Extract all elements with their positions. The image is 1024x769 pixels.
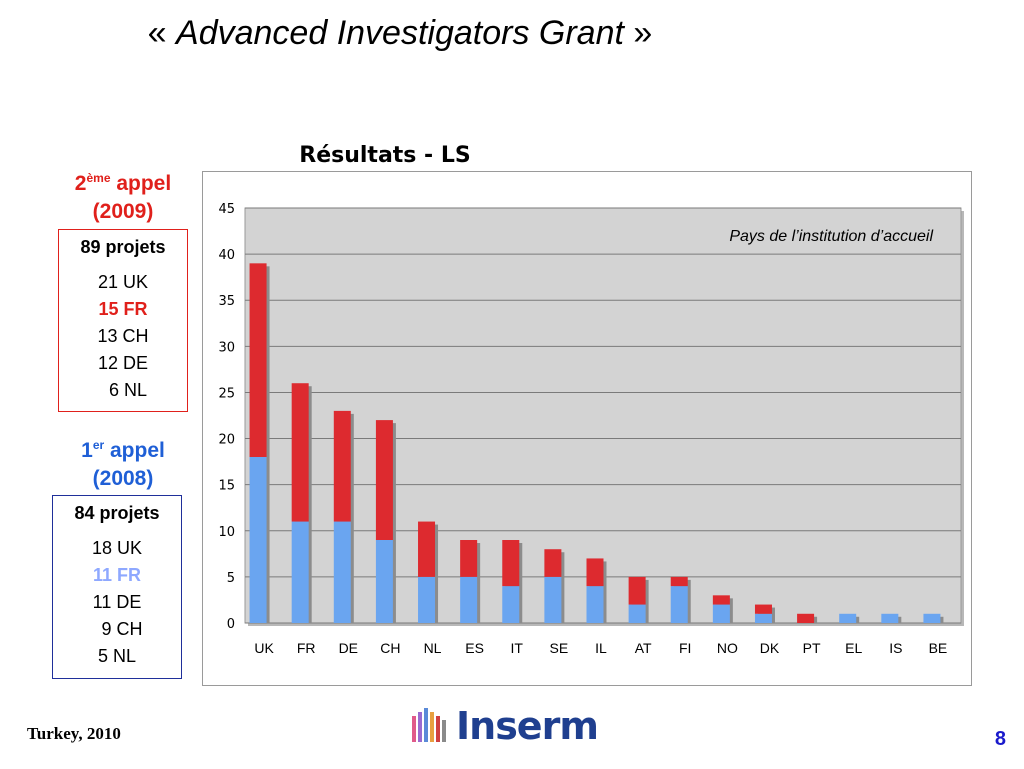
call1-projects: 84 projets xyxy=(74,503,160,523)
x-tick-label: SE xyxy=(550,640,569,656)
bar-segment-dk-0 xyxy=(754,613,772,623)
call2-heading: 2ème appel (2009) xyxy=(52,164,194,226)
bar-segment-se-0 xyxy=(544,576,562,623)
x-tick-label: ES xyxy=(465,640,484,656)
inserm-logo-icon xyxy=(412,708,465,755)
call1-line: 18 UK xyxy=(91,538,143,558)
y-tick-label: 5 xyxy=(227,571,235,586)
call2-line: 12 DE xyxy=(97,353,149,373)
bar-segment-pt-1 xyxy=(797,613,815,623)
page-number: 8 xyxy=(994,728,1006,750)
x-tick-label: CH xyxy=(380,640,400,656)
call2-label: appel xyxy=(110,172,172,195)
x-tick-label: BE xyxy=(929,640,948,656)
call2-year: (2009) xyxy=(92,200,154,223)
x-tick-label: NO xyxy=(717,640,738,656)
bar-segment-es-1 xyxy=(460,540,478,577)
bar-segment-is-0 xyxy=(881,613,899,623)
bar-segment-fr-0 xyxy=(291,521,309,623)
bar-segment-no-1 xyxy=(712,595,730,605)
call1-sup: er xyxy=(92,438,105,452)
title-text: Advanced Investigators Grant xyxy=(176,14,624,52)
x-tick-label: FI xyxy=(679,640,691,656)
y-tick-label: 20 xyxy=(218,433,235,448)
x-tick-label: EL xyxy=(845,640,862,656)
y-tick-label: 40 xyxy=(218,248,235,263)
bar-segment-nl-1 xyxy=(418,521,436,577)
x-tick-label: IS xyxy=(889,640,902,656)
title-open-quote: « xyxy=(147,14,177,52)
x-tick-label: FR xyxy=(297,640,316,656)
call1-line: 5 NL xyxy=(97,646,137,666)
call2-sup: ème xyxy=(86,171,111,185)
call2-line: 21 UK xyxy=(97,272,149,292)
call1-line: 9 CH xyxy=(101,619,143,639)
bar-segment-se-1 xyxy=(544,549,562,577)
call2-projects: 89 projets xyxy=(80,237,166,257)
x-tick-label: DE xyxy=(339,640,358,656)
bar-segment-de-0 xyxy=(333,521,351,623)
bar-chart: 0 5 10 15 20 25 30 35 40 45 UK FR DE CH NL ES IT SE IL AT FI… xyxy=(218,202,964,656)
call1-number: 1 xyxy=(81,439,93,462)
bar-segment-nl-0 xyxy=(418,576,436,623)
call1-heading: 1er appel (2008) xyxy=(52,431,194,493)
bar-segment-de-1 xyxy=(333,410,351,522)
bar-segment-il-0 xyxy=(586,586,604,623)
bar-segment-dk-1 xyxy=(754,604,772,614)
x-tick-label: IL xyxy=(595,640,607,656)
x-tick-label: UK xyxy=(254,640,274,656)
y-tick-label: 15 xyxy=(218,479,235,494)
bar-segment-es-0 xyxy=(460,576,478,623)
call1-label: appel xyxy=(104,439,165,462)
call2-line: 6 NL xyxy=(108,380,148,400)
call1-line: 11 DE xyxy=(92,592,142,612)
title-close-quote: » xyxy=(623,14,653,52)
inserm-logo: Inserm xyxy=(408,704,608,764)
chart-title: Résultats - LS xyxy=(299,143,471,168)
x-tick-label: AT xyxy=(635,640,652,656)
chart-annotation: Pays de l’institution d’accueil xyxy=(729,228,933,245)
bar-segment-fi-1 xyxy=(670,576,688,587)
bar-segment-ch-1 xyxy=(375,420,393,540)
call1-line: 11 FR xyxy=(92,565,142,585)
call1-box: 84 projets 18 UK 11 FR 11 DE 9 CH 5 NL xyxy=(52,495,182,679)
y-tick-label: 0 xyxy=(227,617,235,632)
x-tick-label: PT xyxy=(803,640,821,656)
x-tick-label: DK xyxy=(760,640,780,656)
y-tick-label: 30 xyxy=(218,340,235,355)
call2-line: 15 FR xyxy=(98,299,148,319)
call2-box: 89 projets 21 UK 15 FR 13 CH 12 DE 6 NL xyxy=(58,229,188,412)
call1-year: (2008) xyxy=(92,467,154,490)
y-tick-label: 35 xyxy=(218,294,235,309)
bar-segment-il-1 xyxy=(586,558,604,587)
x-tick-label: IT xyxy=(511,640,524,656)
logo-text: Inserm xyxy=(456,704,599,748)
call2-number: 2 xyxy=(74,172,87,195)
bar-segment-at-0 xyxy=(628,604,646,623)
y-tick-label: 45 xyxy=(218,202,235,217)
bar-segment-no-0 xyxy=(712,604,730,623)
bar-segment-it-0 xyxy=(502,586,520,623)
chart-frame: 0 5 10 15 20 25 30 35 40 45 UK FR DE CH NL ES IT SE IL AT FI… xyxy=(202,171,972,686)
bar-segment-uk-0 xyxy=(249,457,267,623)
bar-segment-at-1 xyxy=(628,576,646,605)
bar-segment-be-0 xyxy=(923,613,941,623)
x-tick-label: NL xyxy=(424,640,442,656)
call2-line: 13 CH xyxy=(97,326,149,346)
bar-segment-ch-0 xyxy=(375,540,393,623)
y-tick-label: 25 xyxy=(218,386,235,401)
plot-area xyxy=(244,207,962,624)
bar-segment-uk-1 xyxy=(249,263,267,457)
bar-segment-el-0 xyxy=(839,613,857,623)
y-tick-label: 10 xyxy=(218,525,235,540)
bar-segment-it-1 xyxy=(502,540,520,587)
footer-text: Turkey, 2010 xyxy=(27,724,121,743)
slide-title: « Advanced Investigators Grant » xyxy=(0,14,800,53)
bar-segment-fi-0 xyxy=(670,586,688,623)
bar-segment-fr-1 xyxy=(291,383,309,522)
